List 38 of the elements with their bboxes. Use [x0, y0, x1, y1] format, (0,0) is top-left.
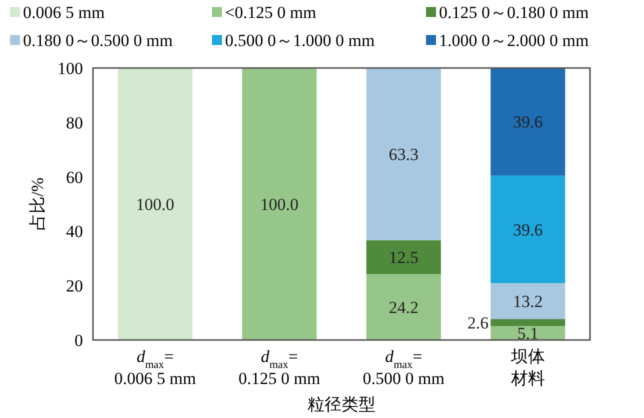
legend-label: 0.125 0～0.180 0 mm — [439, 3, 589, 22]
bar — [366, 274, 441, 340]
data-label: 12.5 — [388, 248, 418, 268]
legend-label: 0.180 0～0.500 0 mm — [23, 31, 173, 50]
x-axis-title: 粒径类型 — [308, 395, 376, 414]
bar — [366, 68, 441, 240]
data-label: 100.0 — [260, 195, 298, 214]
y-tick-label: 20 — [66, 276, 83, 296]
legend-label: 0.006 5 mm — [23, 3, 105, 22]
legend-label: <0.125 0 mm — [225, 3, 316, 22]
bar — [118, 68, 192, 340]
data-label: 100.0 — [136, 195, 174, 214]
data-label: 2.6 — [467, 314, 489, 333]
x-tick-label: d$_{max}$= 0.500 0 mm — [362, 347, 444, 388]
bar — [490, 319, 566, 326]
bar — [366, 240, 441, 274]
x-tick-label: 坝体材料 — [510, 347, 545, 388]
y-tick-label: 80 — [66, 113, 83, 132]
bar — [490, 175, 566, 284]
legend-label: 0.500 0～1.000 0 mm — [225, 31, 375, 50]
data-label: 39.6 — [513, 220, 543, 240]
y-tick-label: 0 — [74, 331, 83, 350]
bar — [490, 326, 566, 340]
y-tick-label: 60 — [66, 168, 83, 187]
y-tick-label: 40 — [66, 222, 83, 242]
data-label: 63.3 — [388, 145, 418, 164]
x-tick-label: d$_{max}$= 0.125 0 mm — [238, 347, 320, 388]
data-label: 39.6 — [513, 112, 543, 132]
bar — [490, 283, 566, 320]
data-label: 13.2 — [513, 292, 543, 312]
y-axis-title: 占比/% — [28, 178, 47, 230]
legend-label: 1.000 0～2.000 0 mm — [439, 31, 589, 50]
bar — [490, 68, 566, 176]
data-label: 24.2 — [388, 298, 418, 318]
bar — [242, 68, 317, 340]
data-label: 5.1 — [517, 324, 538, 344]
x-tick-label: d$_{max}$= 0.006 5 mm — [114, 347, 196, 388]
y-tick-label: 100 — [58, 59, 83, 78]
